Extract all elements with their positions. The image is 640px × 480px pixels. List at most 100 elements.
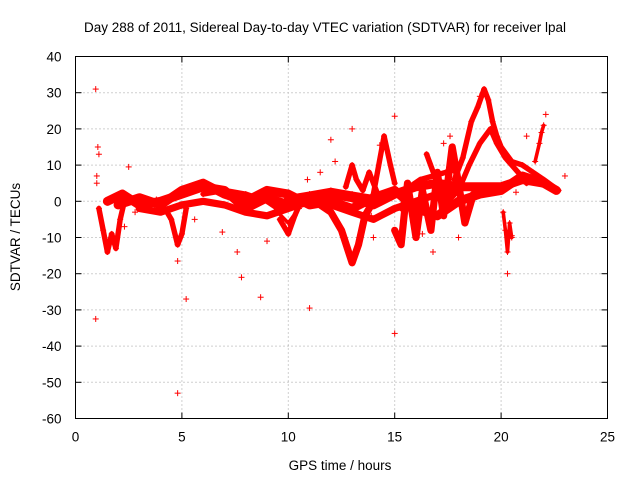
data-point: [178, 187, 185, 194]
data-point: [489, 118, 496, 125]
data-point: [115, 201, 122, 208]
data-point: [391, 227, 398, 234]
data-point: [502, 154, 509, 161]
data-point: [444, 198, 451, 205]
y-tick-label: -10: [42, 231, 62, 246]
data-point: [291, 212, 298, 219]
axis-ticks: [75, 56, 608, 419]
data-point: [178, 201, 185, 208]
data-point: [391, 113, 398, 120]
data-point: [387, 162, 394, 169]
data-point: [285, 230, 292, 237]
data-point: [419, 230, 426, 237]
data-point: [298, 198, 305, 205]
series-trace: [96, 198, 128, 255]
data-point: [532, 158, 539, 165]
data-point: [555, 187, 562, 194]
data-point: [538, 129, 545, 136]
data-point: [440, 140, 447, 147]
data-point: [523, 133, 530, 140]
data-point: [530, 169, 537, 176]
data-point: [242, 209, 249, 216]
data-point: [519, 172, 526, 179]
data-point: [434, 212, 441, 219]
data-point: [512, 189, 519, 196]
data-point: [306, 191, 313, 198]
data-point: [359, 187, 366, 194]
data-point: [327, 187, 334, 194]
data-point: [506, 220, 513, 227]
data-point: [353, 176, 360, 183]
data-point: [502, 227, 509, 234]
data-point: [368, 212, 375, 219]
data-point: [398, 241, 405, 248]
data-point: [332, 158, 339, 165]
chart-title: Day 288 of 2011, Sidereal Day-to-day VTE…: [84, 20, 566, 35]
data-point: [459, 154, 466, 161]
data-point: [474, 104, 481, 111]
data-point: [536, 140, 543, 147]
y-tick-label: -40: [42, 339, 62, 354]
series-trace: [343, 162, 381, 197]
data-point: [419, 187, 426, 194]
data-point: [274, 209, 281, 216]
data-point: [327, 201, 334, 208]
data-point: [317, 169, 324, 176]
data-point: [238, 274, 245, 281]
y-tick-label: 30: [46, 86, 61, 101]
data-point: [470, 191, 477, 198]
data-point: [92, 315, 99, 322]
data-point: [93, 180, 100, 187]
data-point: [412, 234, 419, 241]
data-point: [349, 162, 356, 169]
data-point: [174, 258, 181, 265]
y-tick-label: 10: [46, 158, 61, 173]
data-point: [295, 205, 302, 212]
data-point: [540, 122, 547, 129]
data-point: [540, 176, 547, 183]
y-tick-label: -30: [42, 303, 62, 318]
x-tick-label: 0: [72, 430, 80, 445]
y-tick-label: -60: [42, 412, 62, 427]
data-point: [183, 205, 190, 212]
data-point: [508, 158, 515, 165]
data-point: [455, 234, 462, 241]
data-point: [406, 183, 413, 190]
data-point: [391, 180, 398, 187]
series-trace: [200, 187, 377, 212]
data-point: [370, 234, 377, 241]
data-point: [264, 212, 271, 219]
data-point: [200, 198, 207, 205]
series-trace: [533, 123, 546, 164]
data-point: [423, 151, 430, 158]
data-point: [391, 330, 398, 337]
data-point: [276, 216, 283, 223]
series-trace: [398, 166, 462, 212]
data-point: [447, 133, 454, 140]
data-point: [95, 151, 102, 158]
data-point: [412, 183, 419, 190]
data-point: [104, 198, 111, 205]
data-point: [391, 187, 398, 194]
y-tick-label: -50: [42, 375, 62, 390]
data-point: [136, 194, 143, 201]
data-point: [174, 241, 181, 248]
data-point: [306, 198, 313, 205]
data-point: [342, 183, 349, 190]
data-point: [219, 229, 226, 236]
data-point: [476, 140, 483, 147]
data-point: [200, 191, 207, 198]
data-point: [327, 209, 334, 216]
data-point: [370, 216, 377, 223]
data-point: [153, 196, 160, 203]
data-point: [183, 296, 190, 303]
data-point: [523, 180, 530, 187]
data-point: [191, 216, 198, 223]
data-point: [498, 144, 505, 150]
data-point: [157, 201, 164, 208]
x-axis-label: GPS time / hours: [289, 458, 392, 473]
data-point: [515, 169, 522, 176]
data-point: [442, 169, 449, 176]
data-point: [561, 172, 568, 179]
